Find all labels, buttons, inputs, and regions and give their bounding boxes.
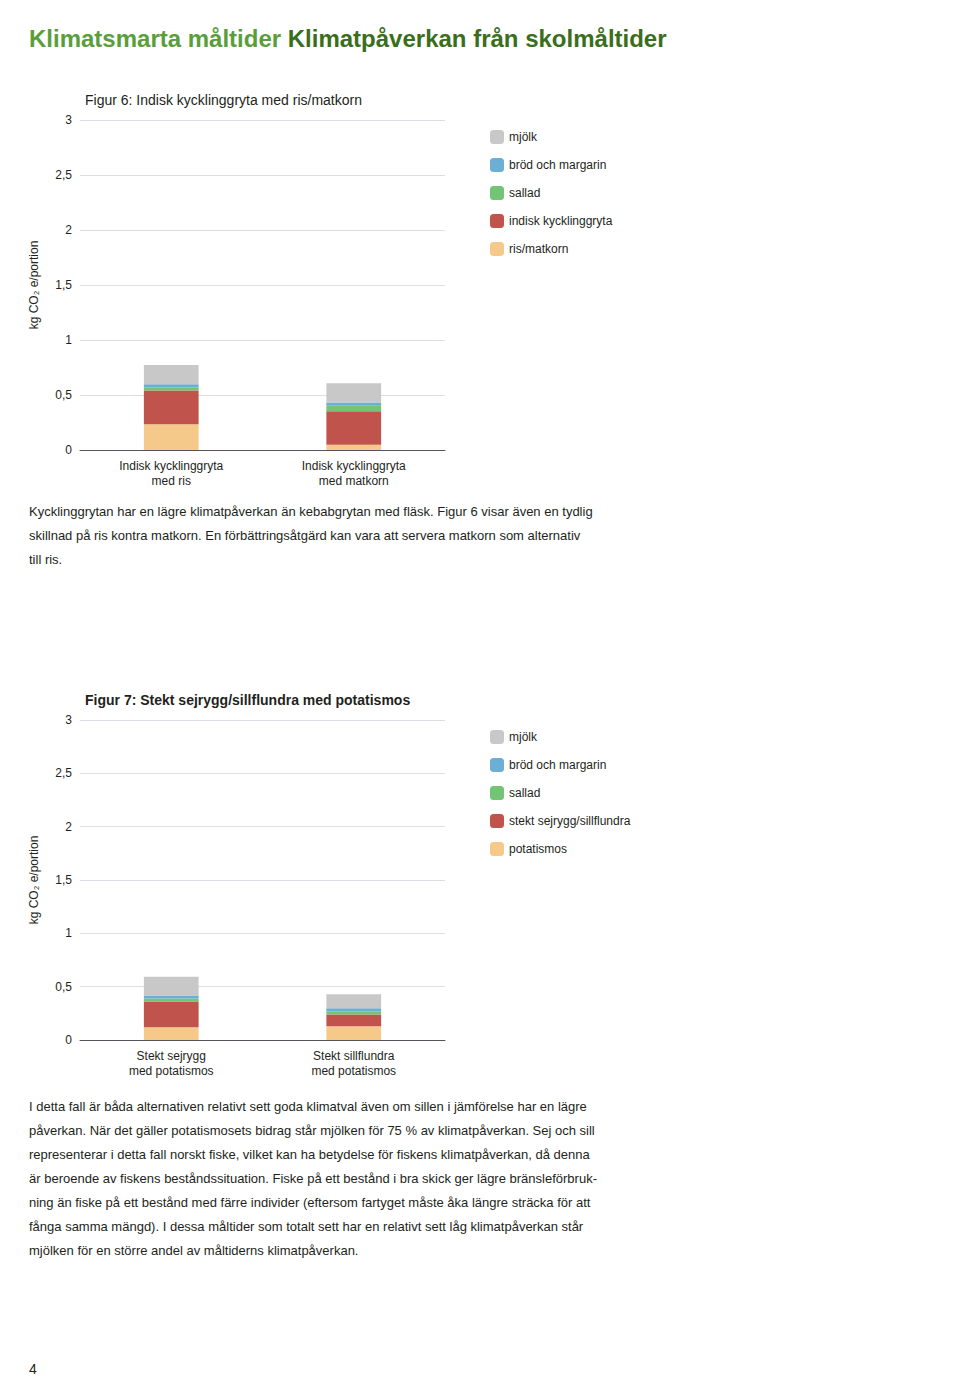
svg-text:1: 1 — [65, 333, 72, 347]
svg-text:ning än fiske på ett bestånd m: ning än fiske på ett bestånd med färre i… — [29, 1195, 591, 1210]
svg-text:indisk kycklinggryta: indisk kycklinggryta — [509, 214, 613, 228]
svg-text:Figur 7: Stekt sejrygg/sillflu: Figur 7: Stekt sejrygg/sillflundra med p… — [85, 692, 410, 708]
svg-text:3: 3 — [65, 113, 72, 127]
svg-text:sallad: sallad — [509, 786, 540, 800]
svg-text:2: 2 — [65, 223, 72, 237]
svg-text:med potatismos: med potatismos — [311, 1064, 396, 1078]
svg-text:1: 1 — [65, 926, 72, 940]
svg-text:0,5: 0,5 — [55, 388, 72, 402]
svg-text:Indisk kycklinggryta: Indisk kycklinggryta — [119, 459, 223, 473]
svg-text:skillnad på ris kontra matkorn: skillnad på ris kontra matkorn. En förbä… — [29, 528, 581, 543]
svg-text:med matkorn: med matkorn — [319, 474, 389, 488]
svg-text:potatismos: potatismos — [509, 842, 567, 856]
svg-text:I detta fall är båda alternati: I detta fall är båda alternativen relati… — [29, 1099, 587, 1114]
svg-text:ris/matkorn: ris/matkorn — [509, 242, 568, 256]
svg-text:0: 0 — [65, 1033, 72, 1047]
svg-text:bröd och margarin: bröd och margarin — [509, 758, 606, 772]
svg-text:representerar i detta fall nor: representerar i detta fall norskt fiske,… — [29, 1147, 591, 1162]
svg-text:mjölken för en större andel av: mjölken för en större andel av måltidern… — [29, 1243, 358, 1258]
svg-text:mjölk: mjölk — [509, 130, 538, 144]
svg-text:2,5: 2,5 — [55, 766, 72, 780]
svg-text:kg CO₂ e/portion: kg CO₂ e/portion — [27, 241, 41, 330]
svg-text:Indisk kycklinggryta: Indisk kycklinggryta — [302, 459, 406, 473]
svg-text:3: 3 — [65, 713, 72, 727]
svg-text:1,5: 1,5 — [55, 278, 72, 292]
svg-text:4: 4 — [29, 1361, 37, 1377]
svg-text:2,5: 2,5 — [55, 168, 72, 182]
svg-text:sallad: sallad — [509, 186, 540, 200]
svg-text:Klimatpåverkan från skolmåltid: Klimatpåverkan från skolmåltider — [288, 25, 667, 52]
svg-text:0: 0 — [65, 443, 72, 457]
svg-text:mjölk: mjölk — [509, 730, 538, 744]
svg-text:Stekt sillflundra: Stekt sillflundra — [313, 1049, 395, 1063]
svg-text:kg CO₂ e/portion: kg CO₂ e/portion — [27, 836, 41, 925]
svg-text:med potatismos: med potatismos — [129, 1064, 214, 1078]
svg-text:Klimatsmarta måltider: Klimatsmarta måltider — [29, 25, 288, 52]
svg-text:Stekt sejrygg: Stekt sejrygg — [137, 1049, 206, 1063]
svg-text:fånga samma mängd). I dessa må: fånga samma mängd). I dessa måltider som… — [29, 1219, 584, 1234]
svg-text:Kycklinggrytan har en lägre kl: Kycklinggrytan har en lägre klimatpåverk… — [29, 504, 593, 519]
svg-text:stekt sejrygg/sillflundra: stekt sejrygg/sillflundra — [509, 814, 631, 828]
svg-text:2: 2 — [65, 820, 72, 834]
svg-text:bröd och margarin: bröd och margarin — [509, 158, 606, 172]
svg-text:är beroende av fiskens bestånd: är beroende av fiskens beståndssituation… — [29, 1171, 597, 1186]
svg-text:till ris.: till ris. — [29, 552, 62, 567]
svg-text:påverkan. När det gäller potat: påverkan. När det gäller potatismosets b… — [29, 1123, 595, 1138]
svg-text:med ris: med ris — [152, 474, 191, 488]
svg-text:Figur 6: Indisk kycklinggryta: Figur 6: Indisk kycklinggryta med ris/ma… — [85, 92, 362, 108]
svg-text:1,5: 1,5 — [55, 873, 72, 887]
svg-text:0,5: 0,5 — [55, 980, 72, 994]
